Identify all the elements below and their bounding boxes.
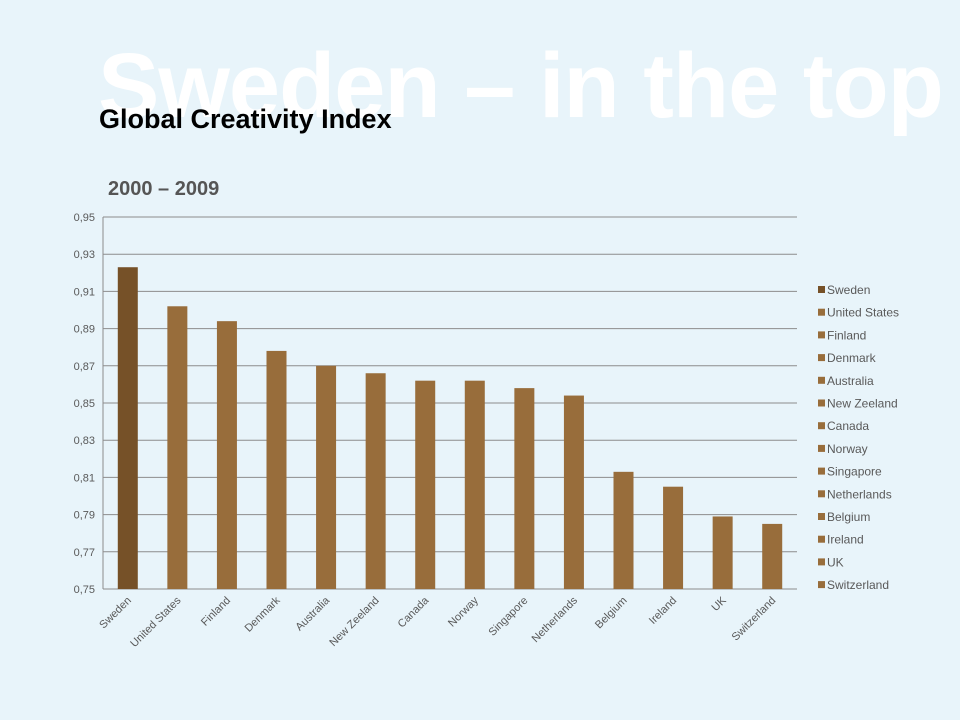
legend-item-label: Canada bbox=[827, 419, 869, 433]
legend-item-label: Norway bbox=[827, 442, 868, 456]
x-tick-label: Switzerland bbox=[730, 595, 779, 644]
bar-canada bbox=[415, 380, 436, 589]
legend-item-label: Switzerland bbox=[827, 578, 889, 592]
bar-singapore bbox=[514, 388, 535, 589]
legend-swatch bbox=[818, 535, 825, 543]
x-tick-label: Canada bbox=[396, 594, 432, 630]
x-tick-label: Netherlands bbox=[530, 594, 581, 645]
legend-swatch bbox=[818, 513, 825, 520]
legend-item-label: Singapore bbox=[827, 465, 882, 479]
legend-item-label: Sweden bbox=[827, 283, 870, 297]
legend-item-label: UK bbox=[827, 555, 844, 569]
x-tick-label: Sweden bbox=[97, 595, 134, 632]
bar-sweden bbox=[117, 267, 138, 589]
bar-belgium bbox=[613, 471, 634, 589]
bar-new-zeeland bbox=[365, 373, 386, 589]
legend-swatch bbox=[818, 467, 825, 475]
legend-item-label: Finland bbox=[827, 328, 866, 342]
y-tick-label: 0,95 bbox=[74, 212, 95, 224]
x-tick-label: Norway bbox=[446, 594, 481, 629]
y-tick-label: 0,79 bbox=[74, 510, 95, 522]
chart-title: Global Creativity Index bbox=[99, 104, 392, 134]
y-tick-label: 0,81 bbox=[74, 472, 95, 484]
bar-netherlands bbox=[563, 395, 584, 589]
bar-uk bbox=[712, 516, 733, 589]
legend-swatch bbox=[818, 490, 825, 498]
legend-swatch bbox=[818, 331, 825, 339]
y-tick-label: 0,87 bbox=[74, 361, 95, 373]
x-tick-label: Belgium bbox=[593, 595, 630, 632]
x-tick-label: UK bbox=[709, 594, 729, 614]
y-tick-label: 0,89 bbox=[74, 324, 95, 336]
y-tick-label: 0,83 bbox=[74, 435, 95, 447]
legend-swatch bbox=[818, 558, 825, 566]
legend-item-label: Australia bbox=[827, 374, 874, 388]
y-tick-label: 0,91 bbox=[74, 286, 95, 298]
legend-item-label: Ireland bbox=[827, 533, 864, 547]
y-tick-label: 0,75 bbox=[74, 584, 95, 596]
bar-united-states bbox=[167, 306, 188, 589]
x-tick-label: Singapore bbox=[487, 595, 531, 639]
bar-ireland bbox=[663, 486, 684, 589]
legend-item-label: New Zeeland bbox=[827, 397, 898, 411]
x-tick-label: Ireland bbox=[647, 595, 679, 627]
legend-item-label: Denmark bbox=[827, 351, 877, 365]
x-tick-label: United States bbox=[128, 594, 184, 650]
legend-item-label: Netherlands bbox=[827, 487, 892, 501]
legend-item-label: United States bbox=[827, 306, 899, 320]
legend-swatch bbox=[818, 286, 825, 293]
x-tick-label: Denmark bbox=[243, 594, 283, 634]
y-tick-label: 0,85 bbox=[74, 398, 95, 410]
legend-swatch bbox=[818, 399, 825, 407]
slide-background-heading: Sweden – in the top bbox=[98, 35, 944, 137]
legend-swatch bbox=[818, 422, 825, 430]
chart-subtitle: 2000 – 2009 bbox=[108, 178, 220, 200]
legend-swatch bbox=[818, 376, 825, 384]
y-tick-label: 0,77 bbox=[74, 547, 95, 559]
legend-swatch bbox=[818, 444, 825, 452]
bar-denmark bbox=[266, 350, 287, 589]
bar-switzerland bbox=[762, 523, 783, 589]
x-tick-label: New Zeeland bbox=[327, 595, 381, 649]
legend-swatch bbox=[818, 354, 825, 362]
legend-swatch bbox=[818, 581, 825, 589]
bar-norway bbox=[464, 380, 485, 589]
x-tick-label: Finland bbox=[199, 595, 233, 629]
bar-finland bbox=[216, 321, 237, 589]
bar-australia bbox=[316, 365, 337, 589]
y-tick-label: 0,93 bbox=[74, 249, 95, 261]
x-tick-label: Australia bbox=[293, 594, 332, 633]
legend-item-label: Belgium bbox=[827, 510, 870, 524]
legend-swatch bbox=[818, 308, 825, 316]
